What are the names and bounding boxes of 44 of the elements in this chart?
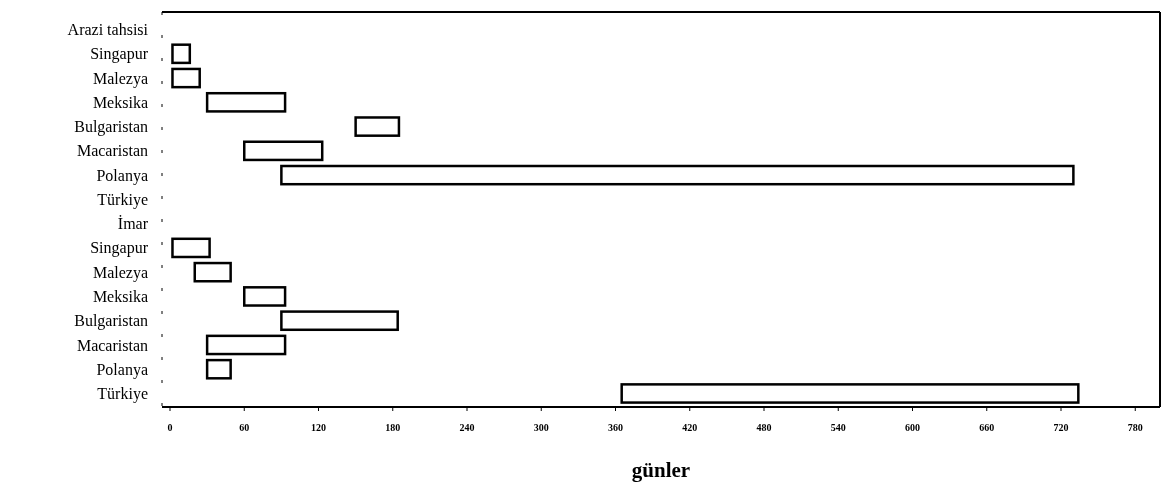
bar [205,334,287,356]
y-tick-label: Bulgaristan [74,118,148,137]
bar [171,237,211,259]
bar [243,286,287,307]
x-tick-label: 240 [459,422,475,433]
y-tick-label: Polanya [96,166,148,185]
x-axis-title: günler [631,458,691,482]
y-tick-label: Singapur [90,45,149,64]
y-tick-label: İmar [117,215,149,233]
x-tick-label: 780 [1127,422,1143,433]
y-tick-label: Malezya [92,263,148,282]
x-tick-label: 480 [756,422,772,433]
bar [243,140,324,162]
bar [280,310,399,332]
y-tick-label: Macaristan [76,142,148,160]
y-tick-label: Türkiye [97,385,148,404]
bar [354,116,401,137]
bar [171,43,192,65]
bar [280,164,1075,186]
bar [193,261,232,283]
bar [205,358,232,380]
y-tick-label: Türkiye [97,190,148,209]
bar [620,383,1080,404]
y-tick-label: Meksika [92,288,148,306]
x-tick-label: 60 [239,422,250,433]
y-tick-label: Polanya [96,360,148,379]
x-tick-label: 0 [167,422,173,433]
x-tick-label: 600 [905,422,920,433]
y-tick-label: Bulgaristan [74,312,148,331]
y-tick-label: Macaristan [76,336,148,354]
x-tick-label: 660 [979,422,995,433]
x-tick-label: 540 [830,422,846,433]
x-tick-label: 120 [311,422,326,433]
bar [205,91,287,113]
y-tick-label: Arazi tahsisi [67,21,149,39]
x-tick-label: 360 [608,422,623,433]
y-tick-label: Malezya [92,69,148,88]
x-tick-label: 180 [385,422,401,433]
x-tick-label: 300 [533,422,549,433]
x-tick-label: 720 [1053,422,1069,433]
y-tick-label: Meksika [92,93,148,111]
y-tick-label: Singapur [90,239,149,258]
x-tick-label: 420 [682,422,698,433]
bar [171,67,201,89]
